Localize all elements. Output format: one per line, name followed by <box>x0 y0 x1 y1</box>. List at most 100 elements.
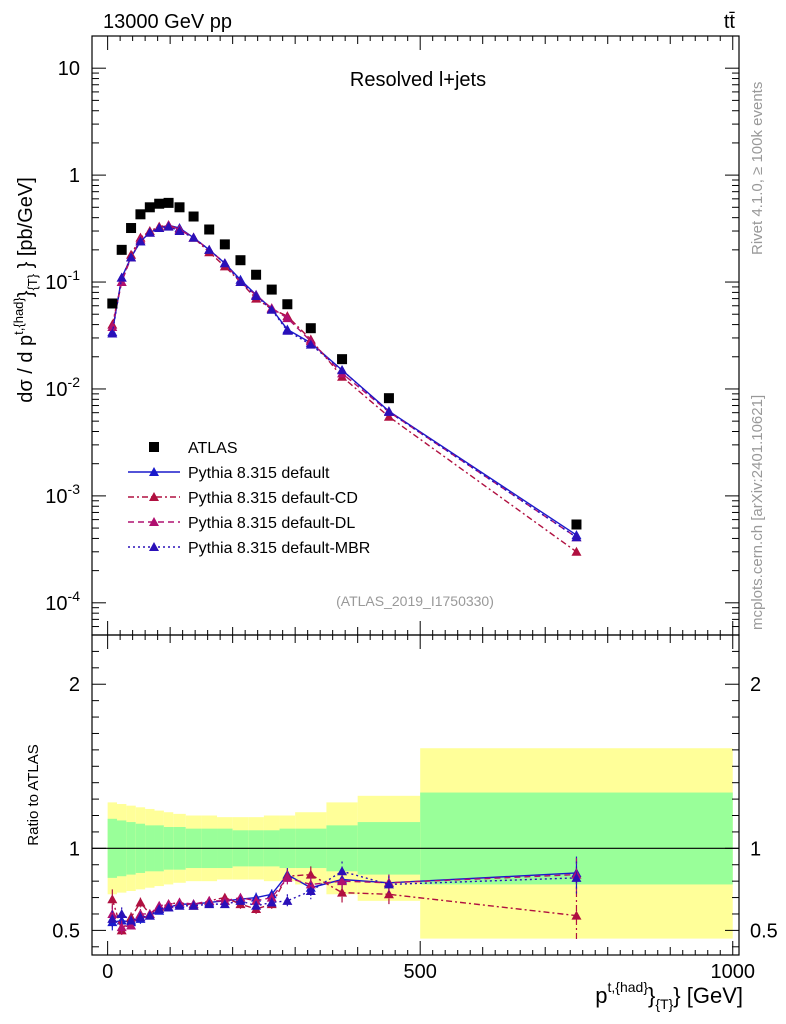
legend-marker-dl <box>149 517 159 526</box>
ratio-point-cd <box>305 869 316 879</box>
labels: 13000 GeV pp tt̄ Resolved l+jets (ATLAS_… <box>103 11 766 630</box>
point-dl <box>107 321 118 331</box>
ratio-point-dl <box>266 892 277 902</box>
atlas-point <box>251 269 262 280</box>
ratio-point-mbr <box>251 900 262 910</box>
top-panel <box>107 197 582 556</box>
atlas-point <box>235 255 246 266</box>
atlas-point <box>383 393 394 404</box>
point-mbr <box>154 223 165 233</box>
atlas-point <box>204 224 215 235</box>
ratio-point-mbr <box>204 899 215 909</box>
atlas-point <box>571 519 582 530</box>
y-tick-label: 1 <box>69 165 80 187</box>
point-mbr <box>144 227 155 237</box>
ratio-point-mbr <box>219 899 230 909</box>
y-tick-label: 10 <box>58 58 80 80</box>
ratio-y-tick-label-right: 0.5 <box>750 920 778 942</box>
legend-marker-mbr <box>149 542 159 551</box>
ratio-point-mbr <box>116 908 127 918</box>
x-tick-label: 0 <box>102 961 113 983</box>
legend-marker-default <box>149 467 159 476</box>
ratio-point-mbr <box>383 879 394 889</box>
ratio-point-cd <box>383 889 394 899</box>
point-mbr <box>266 304 277 314</box>
legend-label-dl: Pythia 8.315 default-DL <box>188 515 355 532</box>
ratio-point-mbr <box>266 897 277 907</box>
legend-label-default: Pythia 8.315 default <box>188 465 330 482</box>
atlas-point <box>282 299 293 310</box>
atlas-point <box>337 354 348 365</box>
atlas-point <box>219 239 230 250</box>
ratio-point-mbr <box>174 900 185 910</box>
ratio-y-tick-label-right: 1 <box>750 838 761 860</box>
point-mbr <box>383 406 394 416</box>
legend-marker-atlas <box>149 442 159 452</box>
point-mbr <box>251 291 262 301</box>
ratio-panel <box>92 748 739 941</box>
ratio-point-dl <box>126 920 137 930</box>
ratio-y-tick-label: 1 <box>69 838 80 860</box>
ratio-axis-title: Ratio to ATLAS <box>25 744 42 845</box>
beam-label: 13000 GeV pp <box>103 11 232 33</box>
legend: ATLAS Pythia 8.315 default Pythia 8.315 de… <box>128 440 370 557</box>
axes: 0 500 1000 10-4 10-3 10-2 10-1 1 10 0.5 0.5 1 1 2 2 dσ … <box>11 35 778 1012</box>
x-axis-title: pt,{had}}{T}} [GeV] <box>595 979 743 1012</box>
ratio-y-tick-label: 2 <box>69 674 80 696</box>
ratio-point-dl <box>251 895 262 905</box>
point-mbr <box>204 244 215 254</box>
ratio-y-tick-label: 0.5 <box>52 920 80 942</box>
atlas-point <box>144 202 155 213</box>
point-mbr <box>174 226 185 236</box>
atlas-point <box>163 197 174 208</box>
ratio-point-mbr <box>126 915 137 925</box>
atlas-point <box>174 202 185 213</box>
ratio-point-mbr <box>337 866 348 876</box>
plot-title: Resolved l+jets <box>350 69 486 91</box>
y-tick-label: 10-3 <box>45 481 80 508</box>
atlas-point <box>107 298 118 309</box>
process-label: tt̄ <box>724 11 736 33</box>
point-mbr <box>235 277 246 287</box>
legend-label-atlas: ATLAS <box>188 440 238 457</box>
y-axis-title: dσ / d pt,{had}}{T} } [pb/GeV] <box>11 177 40 403</box>
point-mbr <box>219 258 230 268</box>
point-mbr <box>126 252 137 262</box>
ratio-frame <box>91 634 740 956</box>
rivet-label: Rivet 4.1.0, ≥ 100k events <box>749 82 766 255</box>
ratio-point-dl <box>107 908 118 918</box>
atlas-point <box>305 323 316 334</box>
source-label: mcplots.cern.ch [arXiv:2401.10621] <box>749 395 766 630</box>
ratio-point-dl <box>116 922 127 932</box>
ratio-point-mbr <box>282 895 293 905</box>
legend-label-mbr: Pythia 8.315 default-MBR <box>188 540 370 557</box>
point-dl <box>282 313 293 323</box>
point-mbr <box>116 272 127 282</box>
point-mbr <box>135 236 146 246</box>
legend-marker-cd <box>149 492 159 501</box>
ratio-point-mbr <box>154 904 165 914</box>
y-tick-label: 10-2 <box>45 374 80 401</box>
y-tick-label: 10-4 <box>45 588 80 615</box>
ratio-point-dl <box>282 872 293 882</box>
analysis-label: (ATLAS_2019_I1750330) <box>336 593 494 609</box>
point-cd <box>383 411 394 421</box>
point-mbr <box>337 365 348 375</box>
atlas-point <box>126 223 137 234</box>
ratio-point-mbr <box>305 886 316 895</box>
atlas-point <box>154 198 165 209</box>
point-mbr <box>305 339 316 349</box>
atlas-point <box>116 244 127 255</box>
point-mbr <box>163 221 174 231</box>
ratio-point-mbr <box>188 900 199 910</box>
point-mbr <box>188 232 199 242</box>
ratio-point-mbr <box>107 913 118 923</box>
ratio-y-tick-label-right: 2 <box>750 674 761 696</box>
ratio-point-mbr <box>135 912 146 922</box>
point-mbr <box>571 532 582 542</box>
ratio-point-cd <box>337 887 348 897</box>
point-mbr <box>107 328 118 338</box>
ratio-point-cd <box>107 894 118 904</box>
atlas-point <box>266 284 277 295</box>
